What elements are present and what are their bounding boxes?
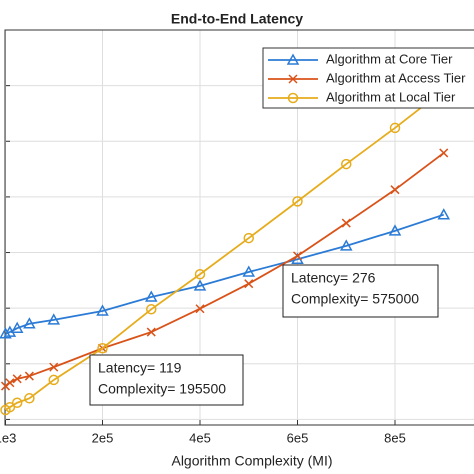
- marker: [339, 239, 353, 251]
- annotation-box: [282, 264, 439, 318]
- x-tick-label: 2e5: [92, 430, 114, 445]
- marker: [23, 317, 36, 329]
- marker: [11, 397, 23, 408]
- legend-marker: [286, 53, 300, 65]
- legend-label: Algorithm at Local Tier: [326, 89, 456, 104]
- series-line: [5, 89, 445, 411]
- annotation-text: Complexity= 195500: [98, 381, 226, 397]
- marker: [47, 313, 61, 325]
- series-line: [5, 213, 445, 335]
- marker: [243, 232, 254, 244]
- x-axis-label: Algorithm Complexity (MI): [171, 453, 332, 469]
- x-tick-label: 8e5: [384, 430, 406, 445]
- marker: [292, 251, 303, 261]
- marker: [5, 378, 15, 388]
- series: [0, 148, 449, 391]
- annotation-text: Latency= 276: [291, 270, 376, 286]
- marker: [97, 342, 108, 354]
- marker: [389, 122, 401, 134]
- marker: [49, 362, 59, 372]
- marker: [4, 401, 16, 413]
- marker: [194, 268, 206, 280]
- legend-marker: [288, 74, 298, 84]
- marker: [144, 290, 158, 302]
- marker: [244, 279, 254, 289]
- marker: [96, 304, 109, 316]
- marker: [193, 279, 207, 291]
- legend: Algorithm at Core Tier Algorithm at Acces…: [262, 47, 474, 109]
- marker: [341, 218, 351, 228]
- legend-label: Algorithm at Core Tier: [326, 51, 453, 66]
- marker: [388, 224, 402, 236]
- legend-label: Algorithm at Access Tier: [326, 70, 466, 85]
- marker: [12, 374, 22, 384]
- marker: [0, 327, 12, 339]
- x-tick-label: 1e3: [0, 430, 16, 445]
- marker: [10, 321, 24, 333]
- chart-title: End-to-End Latency: [171, 11, 303, 27]
- annotation: Latency= 119 Complexity= 195500: [89, 354, 244, 406]
- x-tick-label: 4e5: [189, 430, 211, 445]
- marker: [439, 148, 449, 158]
- annotation: Latency= 276 Complexity= 575000: [282, 264, 439, 318]
- marker: [195, 304, 205, 314]
- marker: [390, 185, 400, 195]
- marker: [24, 393, 35, 404]
- marker: [242, 265, 256, 277]
- marker: [341, 158, 352, 170]
- marker: [292, 196, 303, 207]
- legend-marker: [287, 92, 299, 104]
- x-tick-label: 6e5: [287, 430, 309, 445]
- marker: [48, 374, 59, 386]
- marker: [24, 371, 34, 381]
- annotation-text: Complexity= 575000: [291, 291, 419, 307]
- marker: [146, 327, 156, 337]
- plot-frame: [4, 29, 474, 426]
- marker: [437, 208, 451, 220]
- series: [0, 84, 449, 416]
- annotation-box: [89, 354, 244, 406]
- annotation-text: Latency= 119: [98, 360, 182, 376]
- marker: [146, 304, 157, 315]
